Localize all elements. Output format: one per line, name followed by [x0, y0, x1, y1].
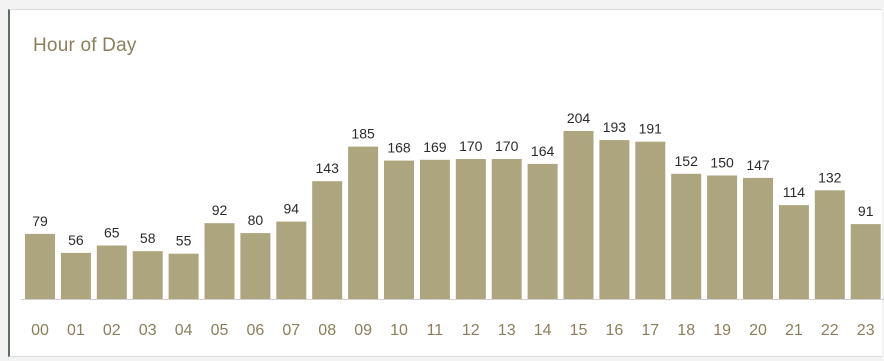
bar-hour-01 [60, 252, 91, 299]
x-tick-label-23: 23 [857, 322, 875, 339]
data-label-hour-21: 114 [783, 184, 806, 200]
data-label-hour-13: 170 [495, 138, 519, 154]
data-label-hour-22: 132 [818, 169, 842, 185]
x-tick-label-20: 20 [749, 322, 767, 339]
bar-hour-07 [276, 221, 307, 299]
bar-hour-08 [312, 181, 343, 299]
data-labels-group: 79 56 65 58 55 92 80 94 143 185 168 169 170 170 164 204… [32, 110, 873, 249]
x-tick-labels-group: 00 01 02 03 04 05 06 07 08 09 10 11 12 13 14 15 16 17 18 19… [31, 322, 875, 339]
x-tick-label-14: 14 [534, 322, 552, 339]
data-label-hour-15: 204 [567, 110, 591, 126]
x-tick-label-10: 10 [390, 322, 408, 339]
bar-hour-11 [419, 159, 450, 299]
data-label-hour-11: 169 [423, 139, 447, 155]
x-tick-label-07: 07 [282, 322, 300, 339]
bar-hour-03 [132, 251, 163, 299]
x-tick-label-06: 06 [247, 322, 265, 339]
x-tick-label-22: 22 [821, 322, 839, 339]
data-label-hour-02: 65 [104, 225, 120, 241]
x-tick-label-08: 08 [318, 322, 336, 339]
bar-hour-09 [348, 146, 379, 299]
x-tick-label-01: 01 [67, 322, 85, 339]
bar-hour-21 [778, 205, 809, 299]
chart-title: Hour of Day [33, 35, 137, 56]
data-label-hour-10: 168 [387, 140, 411, 156]
bar-hour-17 [635, 141, 666, 299]
x-tick-label-05: 05 [211, 322, 229, 339]
data-label-hour-12: 170 [459, 138, 483, 154]
data-label-hour-03: 58 [140, 230, 156, 246]
data-label-hour-05: 92 [212, 202, 228, 218]
data-label-hour-07: 94 [284, 201, 300, 217]
bar-hour-12 [455, 159, 486, 299]
x-tick-label-04: 04 [175, 322, 193, 339]
data-label-hour-01: 56 [68, 232, 84, 248]
bar-hour-13 [491, 159, 522, 299]
x-tick-label-17: 17 [641, 322, 659, 339]
x-tick-label-15: 15 [570, 322, 588, 339]
x-tick-label-02: 02 [103, 322, 121, 339]
bar-hour-06 [240, 233, 271, 299]
bar-hour-14 [527, 163, 558, 299]
data-label-hour-20: 147 [746, 157, 770, 173]
bar-hour-19 [707, 175, 738, 299]
data-label-hour-18: 152 [675, 153, 699, 169]
bar-hour-22 [814, 190, 845, 299]
x-tick-label-03: 03 [139, 322, 157, 339]
bar-hour-00 [25, 233, 55, 299]
x-tick-label-00: 00 [31, 322, 49, 339]
bar-hour-20 [743, 177, 773, 299]
bar-hour-05 [204, 223, 235, 299]
bar-hour-16 [599, 140, 630, 299]
x-tick-label-13: 13 [498, 322, 516, 339]
bar-hour-23 [850, 224, 881, 299]
bars-group [25, 131, 881, 299]
bar-hour-10 [384, 160, 414, 299]
x-tick-label-16: 16 [606, 322, 624, 339]
data-label-hour-09: 185 [351, 126, 375, 142]
data-label-hour-17: 191 [639, 121, 663, 137]
data-label-hour-00: 79 [32, 213, 48, 229]
bar-hour-02 [96, 245, 127, 299]
data-label-hour-04: 55 [176, 233, 192, 249]
data-label-hour-14: 164 [531, 143, 555, 159]
bar-hour-18 [671, 173, 702, 299]
data-label-hour-16: 193 [603, 119, 627, 135]
x-tick-label-11: 11 [427, 322, 444, 339]
x-tick-label-21: 21 [785, 322, 803, 339]
x-tick-label-18: 18 [677, 322, 695, 339]
bar-hour-04 [168, 253, 199, 299]
data-label-hour-19: 150 [710, 155, 734, 171]
data-label-hour-23: 91 [858, 203, 874, 219]
x-tick-label-19: 19 [713, 322, 731, 339]
bar-hour-15 [563, 131, 594, 299]
x-tick-label-12: 12 [462, 322, 480, 339]
data-label-hour-08: 143 [316, 160, 340, 176]
data-label-hour-06: 80 [248, 212, 264, 228]
x-tick-label-09: 09 [354, 322, 372, 339]
